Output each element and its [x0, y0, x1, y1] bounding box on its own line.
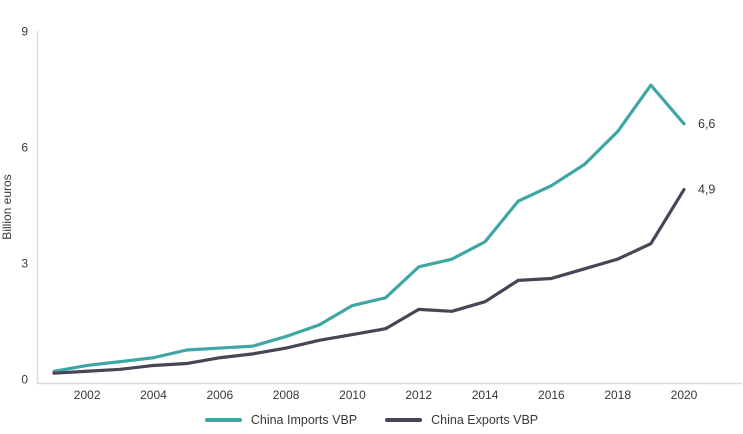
- legend-item-china-exports: China Exports VBP: [385, 413, 538, 427]
- line-china-imports-vbp: [52, 83, 686, 373]
- x-tick-label: 2016: [538, 388, 565, 402]
- legend-label-imports: China Imports VBP: [250, 413, 358, 427]
- series-lines: [52, 83, 686, 375]
- y-axis-title: Billion euros: [0, 174, 14, 239]
- y-tick-label: 9: [21, 25, 28, 39]
- x-tick-label: 2006: [206, 388, 233, 402]
- x-tick-label: 2004: [140, 388, 167, 402]
- plot-area: Billion euros 0 3 6 9 2002 2004 2006 2008 2010 20…: [0, 25, 742, 403]
- x-tick-label: 2008: [273, 388, 300, 402]
- x-tick-label: 2010: [339, 388, 366, 402]
- end-value-label-china-imports-vbp: 6,6: [698, 117, 715, 131]
- x-tick-label: 2020: [671, 388, 698, 402]
- y-tick-label: 6: [21, 141, 28, 155]
- x-tick-label: 2012: [405, 388, 432, 402]
- y-tick-label: 0: [21, 373, 28, 387]
- tick-and-data-labels: 0 3 6 9 2002 2004 2006 2008 2010 2012 2014 2016 2018…: [21, 25, 715, 403]
- legend: China Imports VBP China Exports VBP: [0, 406, 743, 434]
- legend-label-exports: China Exports VBP: [431, 413, 539, 427]
- exports-line-swatch: [385, 418, 423, 422]
- imports-line-swatch: [204, 418, 242, 422]
- line-china-exports-vbp: [52, 187, 686, 375]
- x-tick-label: 2014: [472, 388, 499, 402]
- y-tick-label: 3: [21, 257, 28, 271]
- x-tick-label: 2018: [604, 388, 631, 402]
- axes: [36, 31, 742, 385]
- x-tick-label: 2002: [74, 388, 101, 402]
- legend-item-china-imports: China Imports VBP: [204, 413, 358, 427]
- end-value-label-china-exports-vbp: 4,9: [698, 183, 715, 197]
